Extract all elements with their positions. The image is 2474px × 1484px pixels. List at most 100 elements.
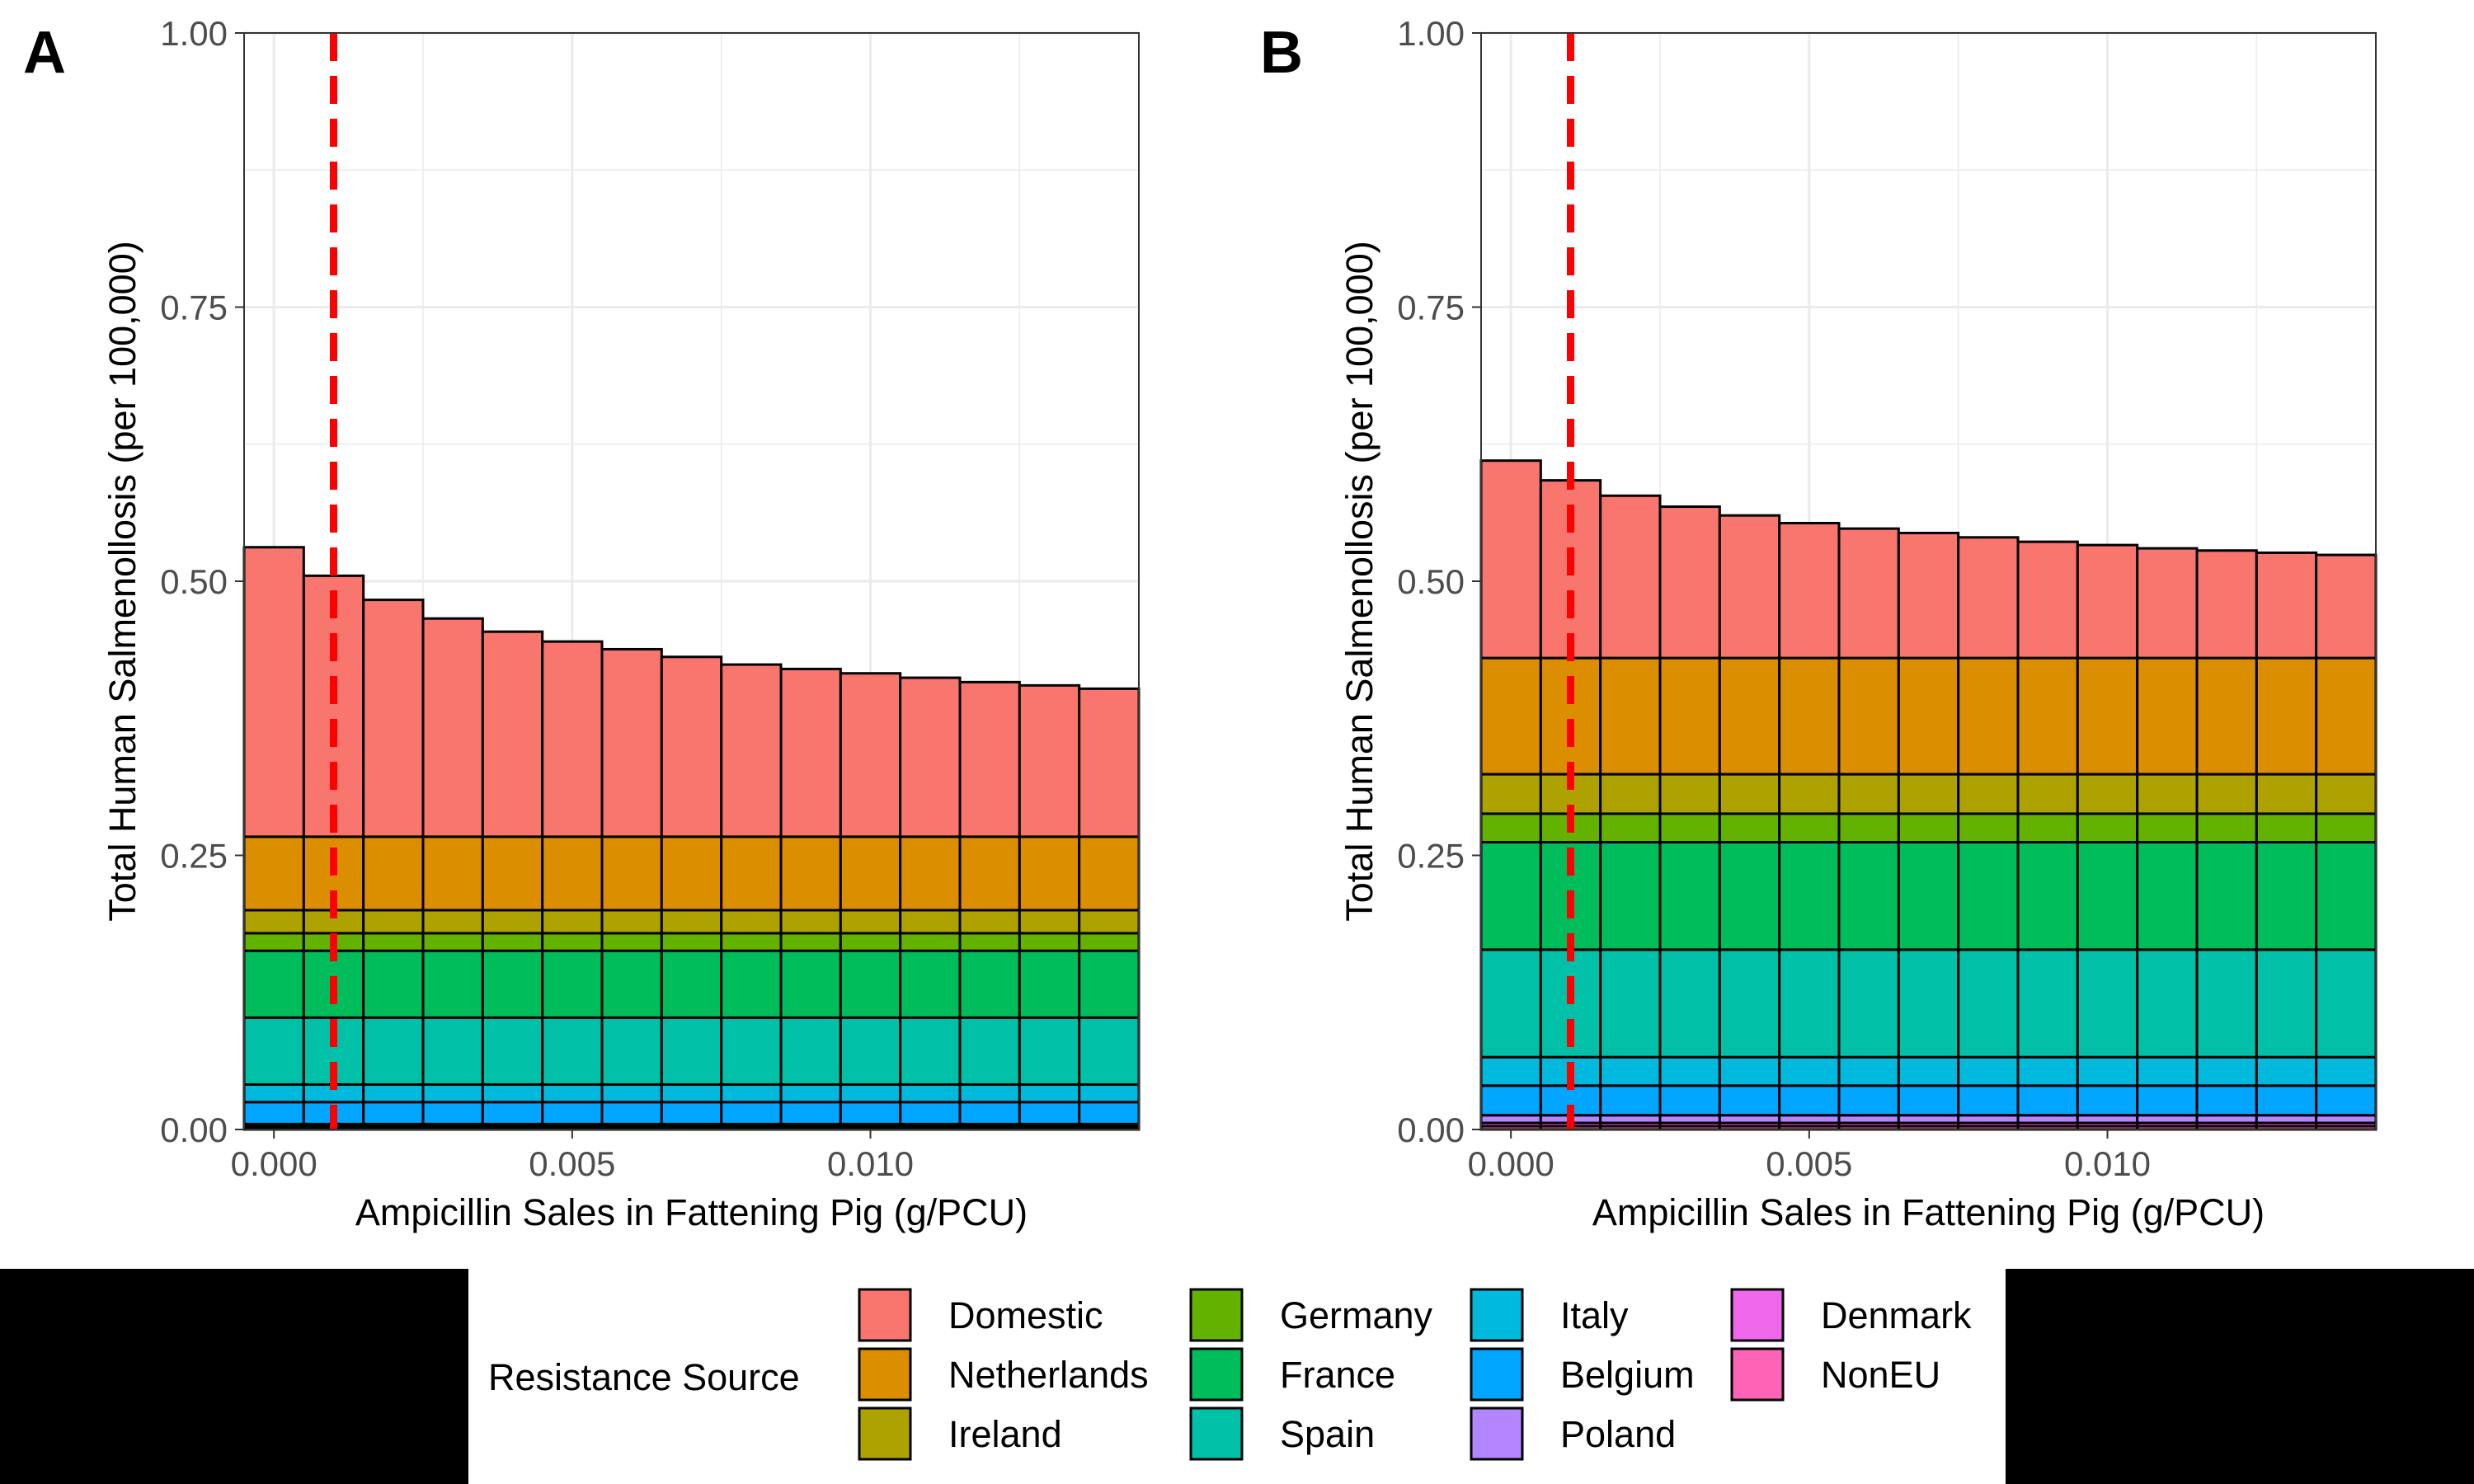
bar-segment-italy bbox=[1837, 1055, 1900, 1087]
bar-segment-netherlands bbox=[2255, 656, 2318, 776]
bar-segment-italy bbox=[839, 1082, 902, 1104]
bar-segment-netherlands bbox=[1078, 835, 1141, 912]
bar-segment-france bbox=[1718, 841, 1781, 951]
bar-segment-italy bbox=[1778, 1055, 1841, 1087]
bar-segment-belgium bbox=[1078, 1101, 1141, 1125]
bar-segment-france bbox=[1599, 841, 1662, 951]
bar-segment-netherlands bbox=[2016, 656, 2079, 776]
bar-segment-netherlands bbox=[481, 835, 544, 912]
bar-segment-germany bbox=[541, 932, 604, 952]
bar-segment-spain bbox=[1837, 948, 1900, 1059]
bar-segment-france bbox=[1778, 841, 1841, 951]
bar-segment-belgium bbox=[1479, 1084, 1542, 1117]
bar-segment-france bbox=[1479, 841, 1542, 951]
bar-segment-italy bbox=[1658, 1055, 1721, 1087]
bar-segment-netherlands bbox=[1539, 656, 1602, 776]
bar-segment-belgium bbox=[421, 1101, 484, 1125]
bar-segment-domestic bbox=[242, 546, 305, 838]
bar-segment-domestic bbox=[600, 647, 663, 838]
bar-segment-italy bbox=[242, 1082, 305, 1104]
bar-segment-france bbox=[1658, 841, 1721, 951]
bar-segment-belgium bbox=[899, 1101, 962, 1125]
bar-segment-spain bbox=[1778, 948, 1841, 1059]
bar-segment-belgium bbox=[839, 1101, 902, 1125]
legend-label-noneu: NonEU bbox=[1821, 1354, 1940, 1396]
bar-segment-ireland bbox=[541, 909, 604, 935]
y-tick-label: 1.00 bbox=[1397, 14, 1465, 53]
bar-segment-spain bbox=[421, 1016, 484, 1086]
y-tick-label: 0.75 bbox=[160, 289, 228, 327]
legend-key-denmark bbox=[1730, 1288, 1785, 1342]
bar-segment-belgium bbox=[1897, 1084, 1960, 1117]
bar-segment-italy bbox=[2315, 1055, 2378, 1087]
legend-key-poland bbox=[1470, 1407, 1524, 1461]
x-axis-title: Ampicillin Sales in Fattening Pig (g/PCU… bbox=[355, 1191, 1028, 1233]
bar-segment-spain bbox=[1897, 948, 1960, 1059]
bar-segment-italy bbox=[1957, 1055, 2020, 1087]
bar-segment-netherlands bbox=[1897, 656, 1960, 776]
bar-segment-domestic bbox=[720, 663, 783, 838]
bar-segment-ireland bbox=[1957, 773, 2020, 815]
bar-segment-domestic bbox=[481, 630, 544, 838]
bar-segment-belgium bbox=[2136, 1084, 2199, 1117]
legend-key-spain bbox=[1189, 1407, 1244, 1461]
bar-segment-france bbox=[1837, 841, 1900, 951]
bar-segment-belgium bbox=[1599, 1084, 1662, 1117]
bar-segment-spain bbox=[839, 1016, 902, 1086]
legend-key-belgium bbox=[1470, 1347, 1524, 1402]
bar-segment-france bbox=[600, 949, 663, 1019]
bar-segment-italy bbox=[660, 1082, 723, 1104]
bar-segment-domestic bbox=[899, 676, 962, 838]
bar-segment-germany bbox=[660, 932, 723, 952]
legend-label-netherlands: Netherlands bbox=[948, 1354, 1149, 1396]
bar-segment-belgium bbox=[958, 1101, 1021, 1125]
bar-segment-italy bbox=[421, 1082, 484, 1104]
bar-segment-france bbox=[779, 949, 842, 1019]
bar-segment-spain bbox=[1479, 948, 1542, 1059]
bar-segment-belgium bbox=[2255, 1084, 2318, 1117]
bar-segment-germany bbox=[362, 932, 425, 952]
bar-segment-france bbox=[839, 949, 902, 1019]
bar-segment-italy bbox=[779, 1082, 842, 1104]
bar-segment-italy bbox=[2076, 1055, 2139, 1087]
bar-segment-spain bbox=[958, 1016, 1021, 1086]
y-tick-label: 0.50 bbox=[1397, 562, 1465, 601]
bar-segment-germany bbox=[242, 932, 305, 952]
bar-segment-spain bbox=[242, 1016, 305, 1086]
bar-segment-domestic bbox=[1718, 514, 1781, 660]
legend-key-italy bbox=[1470, 1288, 1524, 1342]
bar-segment-domestic bbox=[660, 655, 723, 838]
black-bar-left bbox=[0, 1269, 468, 1484]
y-axis-title: Total Human Salmenollosis (per 100,000) bbox=[1338, 241, 1380, 921]
bar-segment-belgium bbox=[720, 1101, 783, 1125]
bar-segment-domestic bbox=[958, 680, 1021, 838]
bar-segment-ireland bbox=[1718, 773, 1781, 815]
bar-segment-france bbox=[958, 949, 1021, 1019]
bar-segment-ireland bbox=[2016, 773, 2079, 815]
x-tick-label: 0.000 bbox=[231, 1144, 317, 1183]
bar-segment-france bbox=[2315, 841, 2378, 951]
bar-segment-italy bbox=[1018, 1082, 1081, 1104]
bar-segment-spain bbox=[1078, 1016, 1141, 1086]
legend-key-ireland bbox=[858, 1407, 912, 1461]
bar-segment-germany bbox=[899, 932, 962, 952]
legend-key-germany bbox=[1189, 1288, 1244, 1342]
bar-segment-ireland bbox=[1479, 773, 1542, 815]
bar-segment-italy bbox=[899, 1082, 962, 1104]
bar-segment-germany bbox=[1018, 932, 1081, 952]
bar-segment-belgium bbox=[2195, 1084, 2258, 1117]
bar-segment-netherlands bbox=[720, 835, 783, 912]
bar-segment-spain bbox=[2255, 948, 2318, 1059]
bar-segment-netherlands bbox=[1778, 656, 1841, 776]
bar-segment-ireland bbox=[600, 909, 663, 935]
bar-segment-domestic bbox=[2076, 543, 2139, 660]
bar-segment-netherlands bbox=[2315, 656, 2378, 776]
legend-label-poland: Poland bbox=[1560, 1413, 1676, 1455]
bar-segment-italy bbox=[2136, 1055, 2199, 1087]
legend-label-domestic: Domestic bbox=[948, 1294, 1103, 1336]
bar-segment-italy bbox=[1718, 1055, 1781, 1087]
bar-segment-belgium bbox=[362, 1101, 425, 1125]
bar-segment-germany bbox=[1957, 812, 2020, 844]
bar-segment-netherlands bbox=[1837, 656, 1900, 776]
